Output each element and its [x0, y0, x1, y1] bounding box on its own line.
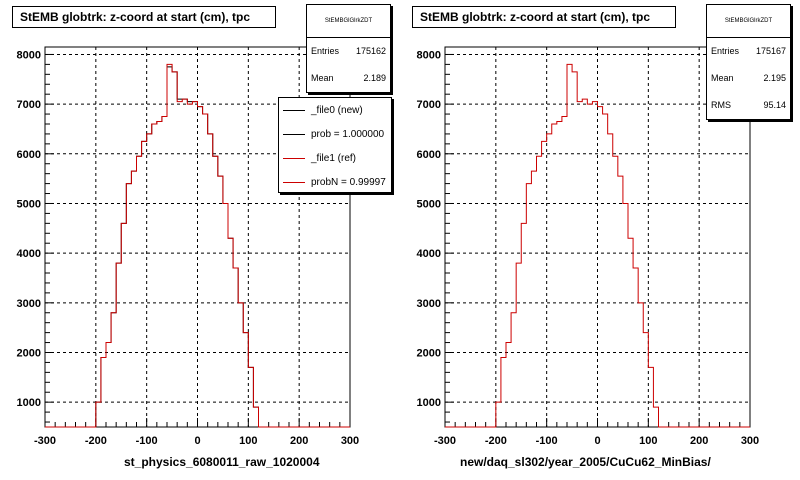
- y-tick-label: 6000: [17, 149, 41, 161]
- right-stat-rms: RMS 95.14: [707, 92, 790, 119]
- right-histogram-plot: -300 -200 -100 0 100 200 300 1000 2000 3000 4000 50…: [417, 46, 759, 447]
- legend-label-file0: _file0 (new): [311, 104, 363, 116]
- left-stat-entries-value: 175162: [355, 46, 386, 56]
- left-chart-title: StEMB globtrk: z-coord at start (cm), tp…: [12, 6, 276, 28]
- histogram-series-0: [445, 63, 750, 428]
- legend-entry-file1: _file1 (ref): [279, 146, 391, 170]
- left-stat-mean-label: Mean: [311, 73, 334, 83]
- left-stat-entries-label: Entries: [311, 46, 340, 56]
- y-tick-label: 4000: [17, 248, 41, 260]
- right-stat-rms-value: 95.14: [763, 100, 786, 110]
- y-tick-label: 3000: [17, 298, 41, 310]
- right-x-axis-label: new/daq_sl302/year_2005/CuCu62_MinBias/: [460, 455, 711, 469]
- y-tick-label: 5000: [417, 198, 441, 210]
- y-tick-label: 2000: [417, 347, 441, 359]
- x-tick-label: 300: [341, 435, 359, 447]
- legend-line-file0: [283, 109, 305, 111]
- right-chart-panel: -300 -200 -100 0 100 200 300 1000 2000 3000 4000 50…: [400, 0, 800, 480]
- legend-line-prob: [283, 133, 305, 135]
- x-tick-label: 100: [639, 435, 657, 447]
- plot-frame: [444, 46, 751, 428]
- histogram-series-1: [45, 63, 350, 428]
- right-stat-entries-value: 175167: [755, 46, 786, 56]
- legend-entry-prob: prob = 1.000000: [279, 122, 391, 146]
- x-tick-label: -100: [136, 435, 158, 447]
- y-tick-label: 8000: [17, 49, 41, 61]
- y-tick-label: 4000: [417, 248, 441, 260]
- legend-line-probn: [283, 181, 305, 183]
- x-tick-label: 200: [690, 435, 708, 447]
- y-tick-label: 8000: [417, 49, 441, 61]
- right-chart-title: StEMB globtrk: z-coord at start (cm), tp…: [412, 6, 676, 28]
- y-tick-label: 7000: [17, 99, 41, 111]
- x-tick-label: -300: [34, 435, 56, 447]
- left-stat-mean: Mean 2.189: [307, 65, 390, 92]
- x-tick-label: -100: [536, 435, 558, 447]
- left-legend: _file0 (new) prob = 1.000000 _file1 (ref…: [278, 97, 392, 193]
- legend-entry-probn: probN = 0.99997: [279, 170, 391, 192]
- y-tick-label: 2000: [17, 347, 41, 359]
- y-tick-label: 1000: [17, 397, 41, 409]
- legend-line-file1: [283, 157, 305, 159]
- x-tick-label: 0: [594, 435, 600, 447]
- x-tick-label: 300: [741, 435, 759, 447]
- y-tick-label: 1000: [417, 397, 441, 409]
- left-stats-name: StEMBGlGlrkZDT: [307, 5, 390, 38]
- right-stats-name: StEMBGlGlrkZDT: [707, 5, 790, 38]
- x-tick-label: -300: [434, 435, 456, 447]
- y-tick-label: 7000: [417, 99, 441, 111]
- left-chart-panel: -300 -200 -100 0 100 200 300 1000 2000 3000 4000 50…: [12, 4, 392, 469]
- x-tick-label: -200: [485, 435, 507, 447]
- right-stat-mean-value: 2.195: [763, 73, 786, 83]
- right-stat-mean-label: Mean: [711, 73, 734, 83]
- x-tick-label: -200: [85, 435, 107, 447]
- legend-entry-file0: _file0 (new): [279, 98, 391, 122]
- y-tick-label: 3000: [417, 298, 441, 310]
- legend-label-prob: prob = 1.000000: [311, 128, 385, 140]
- right-stat-rms-label: RMS: [711, 100, 731, 110]
- left-stat-mean-value: 2.189: [363, 73, 386, 83]
- right-stat-mean: Mean 2.195: [707, 65, 790, 92]
- x-tick-label: 200: [290, 435, 308, 447]
- x-tick-label: 100: [239, 435, 257, 447]
- x-tick-label: 0: [194, 435, 200, 447]
- legend-label-probn: probN = 0.99997: [311, 176, 386, 188]
- right-stats-box: StEMBGlGlrkZDT Entries 175167 Mean 2.195…: [706, 4, 791, 120]
- y-tick-label: 5000: [17, 198, 41, 210]
- right-stat-entries-label: Entries: [711, 46, 740, 56]
- left-stats-box: StEMBGlGlrkZDT Entries 175162 Mean 2.189: [306, 4, 391, 93]
- legend-label-file1: _file1 (ref): [311, 152, 357, 164]
- left-x-axis-label: st_physics_6080011_raw_1020004: [124, 455, 320, 469]
- right-stat-entries: Entries 175167: [707, 38, 790, 65]
- left-stat-entries: Entries 175162: [307, 38, 390, 65]
- y-tick-label: 6000: [417, 149, 441, 161]
